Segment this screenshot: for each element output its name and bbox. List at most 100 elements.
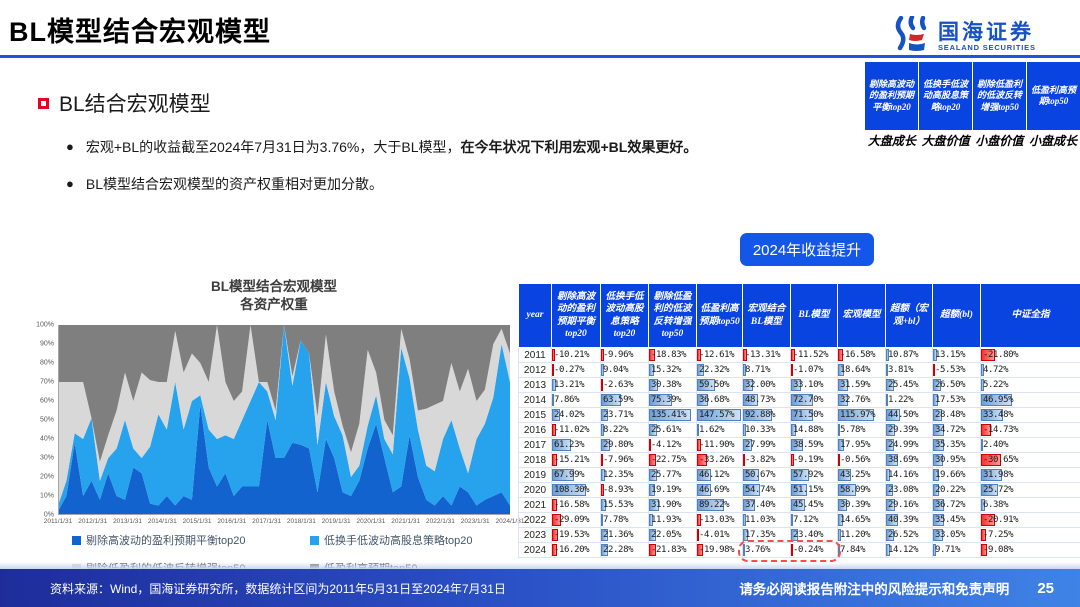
table-cell-value: -30.65% xyxy=(983,455,1019,465)
legend-label: 低换手低波动高股息策略top20 xyxy=(324,535,473,548)
data-bar-icon xyxy=(743,409,772,421)
table-cell-value: 13.15% xyxy=(935,350,966,360)
legend-swatch-icon xyxy=(310,535,319,545)
data-bar-icon xyxy=(743,439,752,451)
table-year-cell: 2015 xyxy=(518,407,552,423)
table-cell-value: 10.87% xyxy=(888,350,919,360)
table-cell-value: -16.58% xyxy=(554,500,590,510)
table-value-cell: 11.20% xyxy=(837,527,886,543)
data-bar-icon xyxy=(981,379,985,391)
table-value-cell: -0.56% xyxy=(837,452,886,468)
table-value-cell: 15.53% xyxy=(600,497,649,513)
table-value-cell: 27.99% xyxy=(742,437,791,453)
table-value-cell: 33.48% xyxy=(980,407,1080,423)
table-cell-value: 7.84% xyxy=(840,545,866,555)
data-bar-icon xyxy=(838,394,849,406)
data-bar-icon xyxy=(886,454,898,466)
table-cell-value: 18.64% xyxy=(840,365,871,375)
bullet-dot-icon: ● xyxy=(66,175,74,191)
table-cell-value: -4.12% xyxy=(651,440,682,450)
table-value-cell: -10.21% xyxy=(551,347,601,363)
data-bar-icon xyxy=(791,424,796,436)
table-value-cell: 32.76% xyxy=(837,392,886,408)
table-value-cell: 61.23% xyxy=(551,437,601,453)
table-cell-value: 14.65% xyxy=(840,515,871,525)
data-bar-icon xyxy=(601,394,621,406)
table-value-cell: 28.48% xyxy=(932,407,981,423)
table-value-cell: 37.40% xyxy=(742,497,791,513)
table-year-cell: 2011 xyxy=(518,347,552,363)
table-cell-value: -2.63% xyxy=(603,380,634,390)
table-value-cell: 22.05% xyxy=(648,527,697,543)
table-value-cell: 4.72% xyxy=(980,362,1080,378)
table-value-cell: 25.72% xyxy=(980,482,1080,498)
table-value-cell: -4.12% xyxy=(648,437,697,453)
table-cell-value: 23.40% xyxy=(793,530,824,540)
table-cell-value: 147.57% xyxy=(699,410,735,420)
data-bar-icon xyxy=(981,499,986,511)
table-value-cell: 17.53% xyxy=(932,392,981,408)
table-year-cell: 2013 xyxy=(518,377,552,393)
table-value-cell: 43.25% xyxy=(837,467,886,483)
table-value-cell: -16.58% xyxy=(837,347,886,363)
table-value-cell: 26.52% xyxy=(885,527,933,543)
table-value-cell: 50.67% xyxy=(742,467,791,483)
y-axis-label: 50% xyxy=(39,416,54,424)
table-value-cell: 51.15% xyxy=(790,482,838,498)
data-bar-icon xyxy=(981,529,986,541)
table-cell-value: 25.77% xyxy=(651,470,682,480)
x-axis-label: 2011/1/31 xyxy=(43,518,73,526)
bullet-item: ● BL模型结合宏观模型的资产权重相对更加分散。 xyxy=(66,175,786,195)
table-value-cell: 135.41% xyxy=(648,407,697,423)
data-bar-icon xyxy=(791,409,813,421)
data-bar-icon xyxy=(838,424,840,436)
logo: 国海证券 SEALAND SECURITIES xyxy=(893,14,1036,57)
data-bar-icon xyxy=(981,349,996,361)
table-header-cell: 宏观模型 xyxy=(837,283,886,348)
x-axis-label: 2018/1/31 xyxy=(286,518,316,526)
strategy-matrix: 剔除高波动的盈利预期平衡top20 低换手低波动高股息策略top20 剔除低盈利的低… xyxy=(865,62,1080,130)
table-year-cell: 2020 xyxy=(518,482,552,498)
bullet-text-normal: BL模型结合宏观模型的资产权重相对更加分散。 xyxy=(85,175,383,192)
table-cell-value: 46.69% xyxy=(699,485,730,495)
logo-company-name: 国海证券 xyxy=(938,20,1034,44)
table-header-cell: year xyxy=(518,283,552,348)
table-cell-value: 33.48% xyxy=(983,410,1014,420)
table-cell-value: 8.71% xyxy=(745,365,771,375)
data-bar-icon xyxy=(601,469,605,481)
data-bar-icon xyxy=(552,529,559,541)
table-row: 2021 -16.58% 15.53% 31.90% 89.22% 37.40% 45.45… xyxy=(518,497,1080,513)
table-cell-value: 54.74% xyxy=(745,485,776,495)
data-bar-icon xyxy=(886,484,894,496)
table-value-cell: -15.21% xyxy=(551,452,601,468)
table-header-cell: 宏观结合BL模型 xyxy=(742,283,791,348)
table-cell-value: 26.52% xyxy=(888,530,919,540)
table-cell-value: 108.30% xyxy=(554,485,590,495)
table-value-cell: 35.45% xyxy=(932,512,981,528)
data-bar-icon xyxy=(981,409,1003,421)
table-value-cell: 3.76% xyxy=(742,542,791,558)
data-bar-icon xyxy=(649,499,659,511)
table-cell-value: 34.72% xyxy=(935,425,966,435)
table-cell-value: -15.21% xyxy=(554,455,590,465)
data-bar-icon xyxy=(838,364,844,376)
data-bar-icon xyxy=(649,484,655,496)
table-value-cell: 33.05% xyxy=(932,527,981,543)
table-value-cell: 18.64% xyxy=(837,362,886,378)
table-cell-value: 33.10% xyxy=(793,380,824,390)
table-value-cell: 24.99% xyxy=(885,437,933,453)
data-bar-icon xyxy=(697,379,715,391)
table-cell-value: -7.25% xyxy=(983,530,1014,540)
table-value-cell: 19.19% xyxy=(648,482,697,498)
table-year-cell: 2024 xyxy=(518,542,552,558)
table-value-cell: 20.22% xyxy=(932,482,981,498)
table-row: 2020 108.30% -8.93% 19.19% 46.69% 54.74% 51.15… xyxy=(518,482,1080,498)
table-value-cell: -4.01% xyxy=(696,527,743,543)
table-cell-value: 36.72% xyxy=(935,500,966,510)
table-value-cell: 14.16% xyxy=(885,467,933,483)
data-bar-icon xyxy=(552,349,556,361)
data-bar-icon xyxy=(697,364,704,376)
data-bar-icon xyxy=(886,409,900,421)
table-cell-value: 19.19% xyxy=(651,485,682,495)
table-cell-value: -11.90% xyxy=(699,440,735,450)
